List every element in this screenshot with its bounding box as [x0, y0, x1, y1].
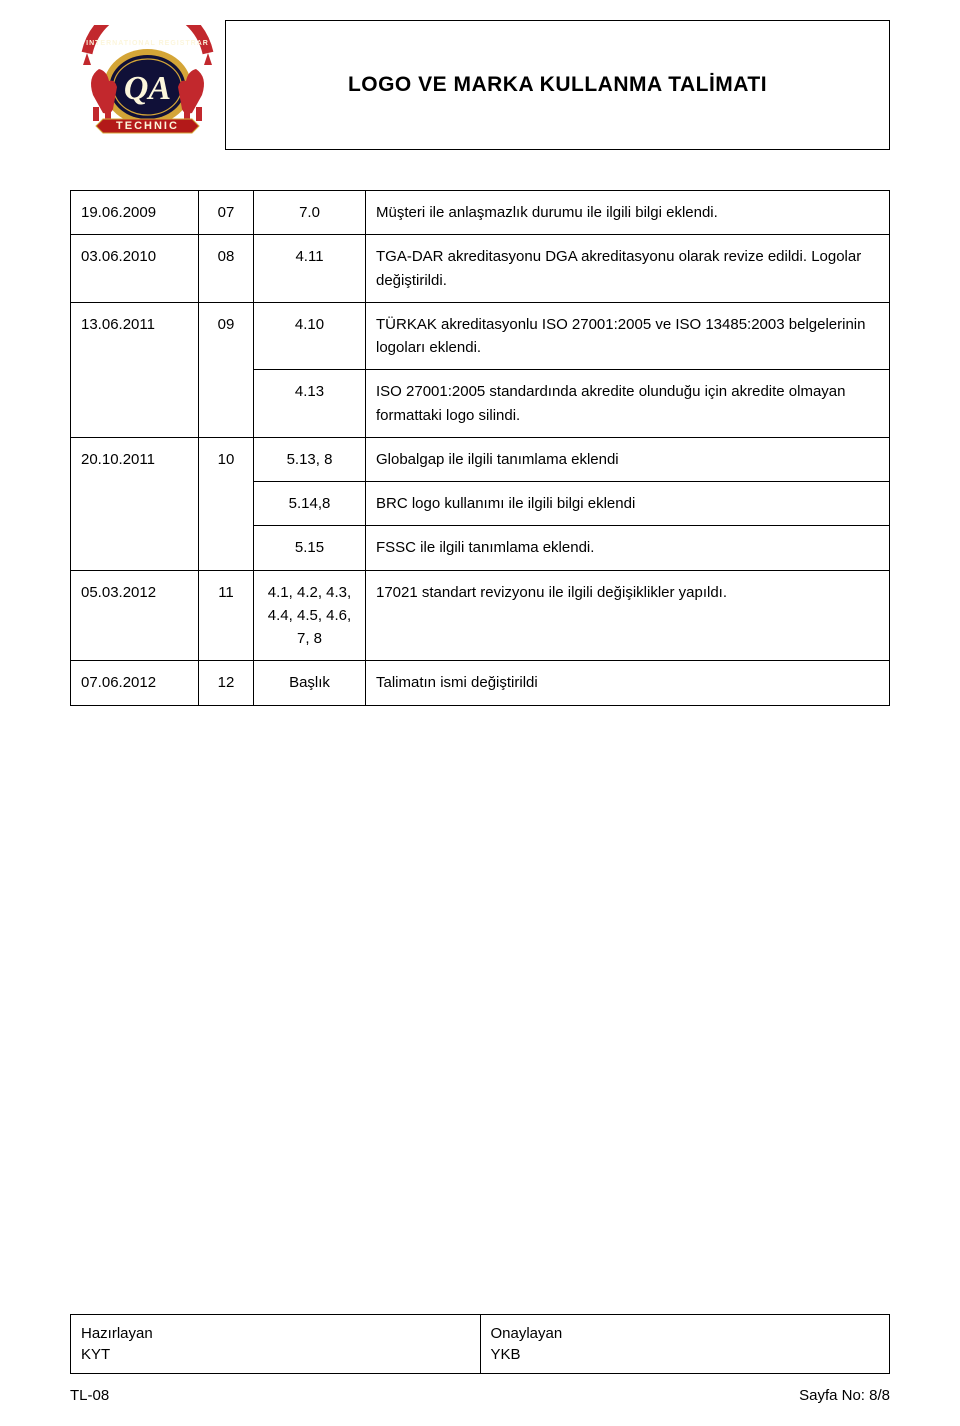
- svg-text:QA: QA: [124, 70, 171, 107]
- rev-section: 4.13: [254, 370, 366, 438]
- rev-desc: Globalgap ile ilgili tanımlama eklendi: [366, 437, 890, 481]
- rev-date: 13.06.2011: [71, 302, 199, 437]
- title-cell: LOGO VE MARKA KULLANMA TALİMATI: [225, 20, 890, 150]
- page-title: LOGO VE MARKA KULLANMA TALİMATI: [348, 73, 767, 97]
- rev-no: 09: [199, 302, 254, 437]
- rev-desc: Müşteri ile anlaşmazlık durumu ile ilgil…: [366, 191, 890, 235]
- rev-section: 5.14,8: [254, 482, 366, 526]
- rev-section: Başlık: [254, 661, 366, 705]
- footer-block: Hazırlayan KYT Onaylayan YKB: [70, 1314, 890, 1374]
- prepared-by-cell: Hazırlayan KYT: [71, 1315, 481, 1374]
- rev-desc: Talimatın ismi değiştirildi: [366, 661, 890, 705]
- page-number: Sayfa No: 8/8: [799, 1387, 890, 1404]
- table-row: 20.10.2011 10 5.13, 8 Globalgap ile ilgi…: [71, 437, 890, 481]
- qa-technic-logo-icon: INTERNATIONAL REGISTRAR QA TECHNIC: [75, 25, 220, 145]
- svg-text:TECHNIC: TECHNIC: [116, 120, 179, 132]
- approved-by-cell: Onaylayan YKB: [480, 1315, 890, 1374]
- table-row: 05.03.2012 11 4.1, 4.2, 4.3, 4.4, 4.5, 4…: [71, 570, 890, 661]
- rev-date: 03.06.2010: [71, 235, 199, 303]
- rev-date: 19.06.2009: [71, 191, 199, 235]
- rev-no: 07: [199, 191, 254, 235]
- svg-text:INTERNATIONAL REGISTRAR: INTERNATIONAL REGISTRAR: [86, 40, 209, 47]
- table-row: 13.06.2011 09 4.10 TÜRKAK akreditasyonlu…: [71, 302, 890, 370]
- prepared-by-value: KYT: [81, 1346, 110, 1363]
- rev-date: 05.03.2012: [71, 570, 199, 661]
- table-row: 19.06.2009 07 7.0 Müşteri ile anlaşmazlı…: [71, 191, 890, 235]
- rev-no: 08: [199, 235, 254, 303]
- logo-container: INTERNATIONAL REGISTRAR QA TECHNIC: [70, 20, 225, 150]
- approved-by-label: Onaylayan: [491, 1325, 563, 1342]
- rev-date: 20.10.2011: [71, 437, 199, 570]
- rev-desc: TGA-DAR akreditasyonu DGA akreditasyonu …: [366, 235, 890, 303]
- page-header: INTERNATIONAL REGISTRAR QA TECHNIC: [70, 20, 890, 150]
- rev-section: 5.13, 8: [254, 437, 366, 481]
- prepared-by-label: Hazırlayan: [81, 1325, 153, 1342]
- table-row: Hazırlayan KYT Onaylayan YKB: [71, 1315, 890, 1374]
- document-code: TL-08: [70, 1387, 109, 1404]
- rev-desc: ISO 27001:2005 standardında akredite olu…: [366, 370, 890, 438]
- rev-section: 5.15: [254, 526, 366, 570]
- rev-desc: 17021 standart revizyonu ile ilgili deği…: [366, 570, 890, 661]
- rev-section: 4.10: [254, 302, 366, 370]
- rev-desc: TÜRKAK akreditasyonlu ISO 27001:2005 ve …: [366, 302, 890, 370]
- rev-section: 7.0: [254, 191, 366, 235]
- rev-no: 10: [199, 437, 254, 570]
- rev-date: 07.06.2012: [71, 661, 199, 705]
- approved-by-value: YKB: [491, 1346, 521, 1363]
- rev-section: 4.11: [254, 235, 366, 303]
- rev-no: 12: [199, 661, 254, 705]
- rev-desc: BRC logo kullanımı ile ilgili bilgi ekle…: [366, 482, 890, 526]
- table-row: 03.06.2010 08 4.11 TGA-DAR akreditasyonu…: [71, 235, 890, 303]
- rev-desc: FSSC ile ilgili tanımlama eklendi.: [366, 526, 890, 570]
- rev-no: 11: [199, 570, 254, 661]
- table-row: 07.06.2012 12 Başlık Talimatın ismi deği…: [71, 661, 890, 705]
- signoff-table: Hazırlayan KYT Onaylayan YKB: [70, 1314, 890, 1374]
- revision-table: 19.06.2009 07 7.0 Müşteri ile anlaşmazlı…: [70, 190, 890, 706]
- rev-section: 4.1, 4.2, 4.3, 4.4, 4.5, 4.6, 7, 8: [254, 570, 366, 661]
